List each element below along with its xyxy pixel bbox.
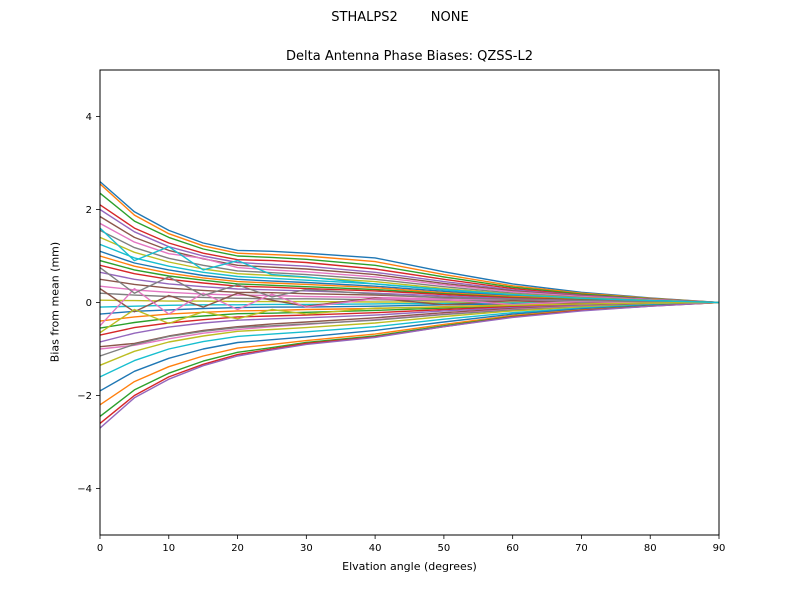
x-tick-label: 80 bbox=[644, 543, 657, 554]
x-axis-label: Elvation angle (degrees) bbox=[342, 560, 477, 573]
data-line bbox=[100, 301, 719, 334]
data-line bbox=[100, 301, 719, 429]
y-axis-label: Bias from mean (mm) bbox=[48, 241, 62, 363]
x-tick-label: 70 bbox=[575, 543, 588, 554]
x-tick-label: 40 bbox=[369, 543, 382, 554]
data-lines-group bbox=[100, 180, 719, 429]
y-tick-label: −4 bbox=[77, 484, 92, 495]
data-line bbox=[100, 287, 719, 327]
x-tick-label: 30 bbox=[300, 543, 313, 554]
y-tick-label: 2 bbox=[86, 205, 92, 216]
x-tick-label: 20 bbox=[231, 543, 244, 554]
data-line bbox=[100, 227, 719, 304]
data-line bbox=[100, 301, 719, 392]
x-tick-label: 90 bbox=[713, 543, 726, 554]
y-tick-label: 0 bbox=[86, 298, 92, 309]
y-tick-label: −2 bbox=[77, 391, 92, 402]
axes-title: Delta Antenna Phase Biases: QZSS-L2 bbox=[286, 49, 533, 64]
data-line bbox=[100, 222, 719, 304]
figure-suptitle: STHALPS2 NONE bbox=[331, 10, 469, 25]
axes-spines bbox=[99, 69, 720, 536]
data-line bbox=[100, 301, 719, 378]
data-line bbox=[100, 301, 719, 366]
x-tick-label: 0 bbox=[97, 543, 103, 554]
data-line bbox=[100, 266, 719, 304]
x-tick-label: 10 bbox=[162, 543, 175, 554]
data-line bbox=[100, 192, 719, 304]
data-line bbox=[100, 180, 719, 304]
data-line bbox=[100, 183, 719, 304]
y-tick-label: 4 bbox=[86, 112, 92, 123]
x-tick-label: 50 bbox=[438, 543, 451, 554]
x-tick-label: 60 bbox=[506, 543, 519, 554]
